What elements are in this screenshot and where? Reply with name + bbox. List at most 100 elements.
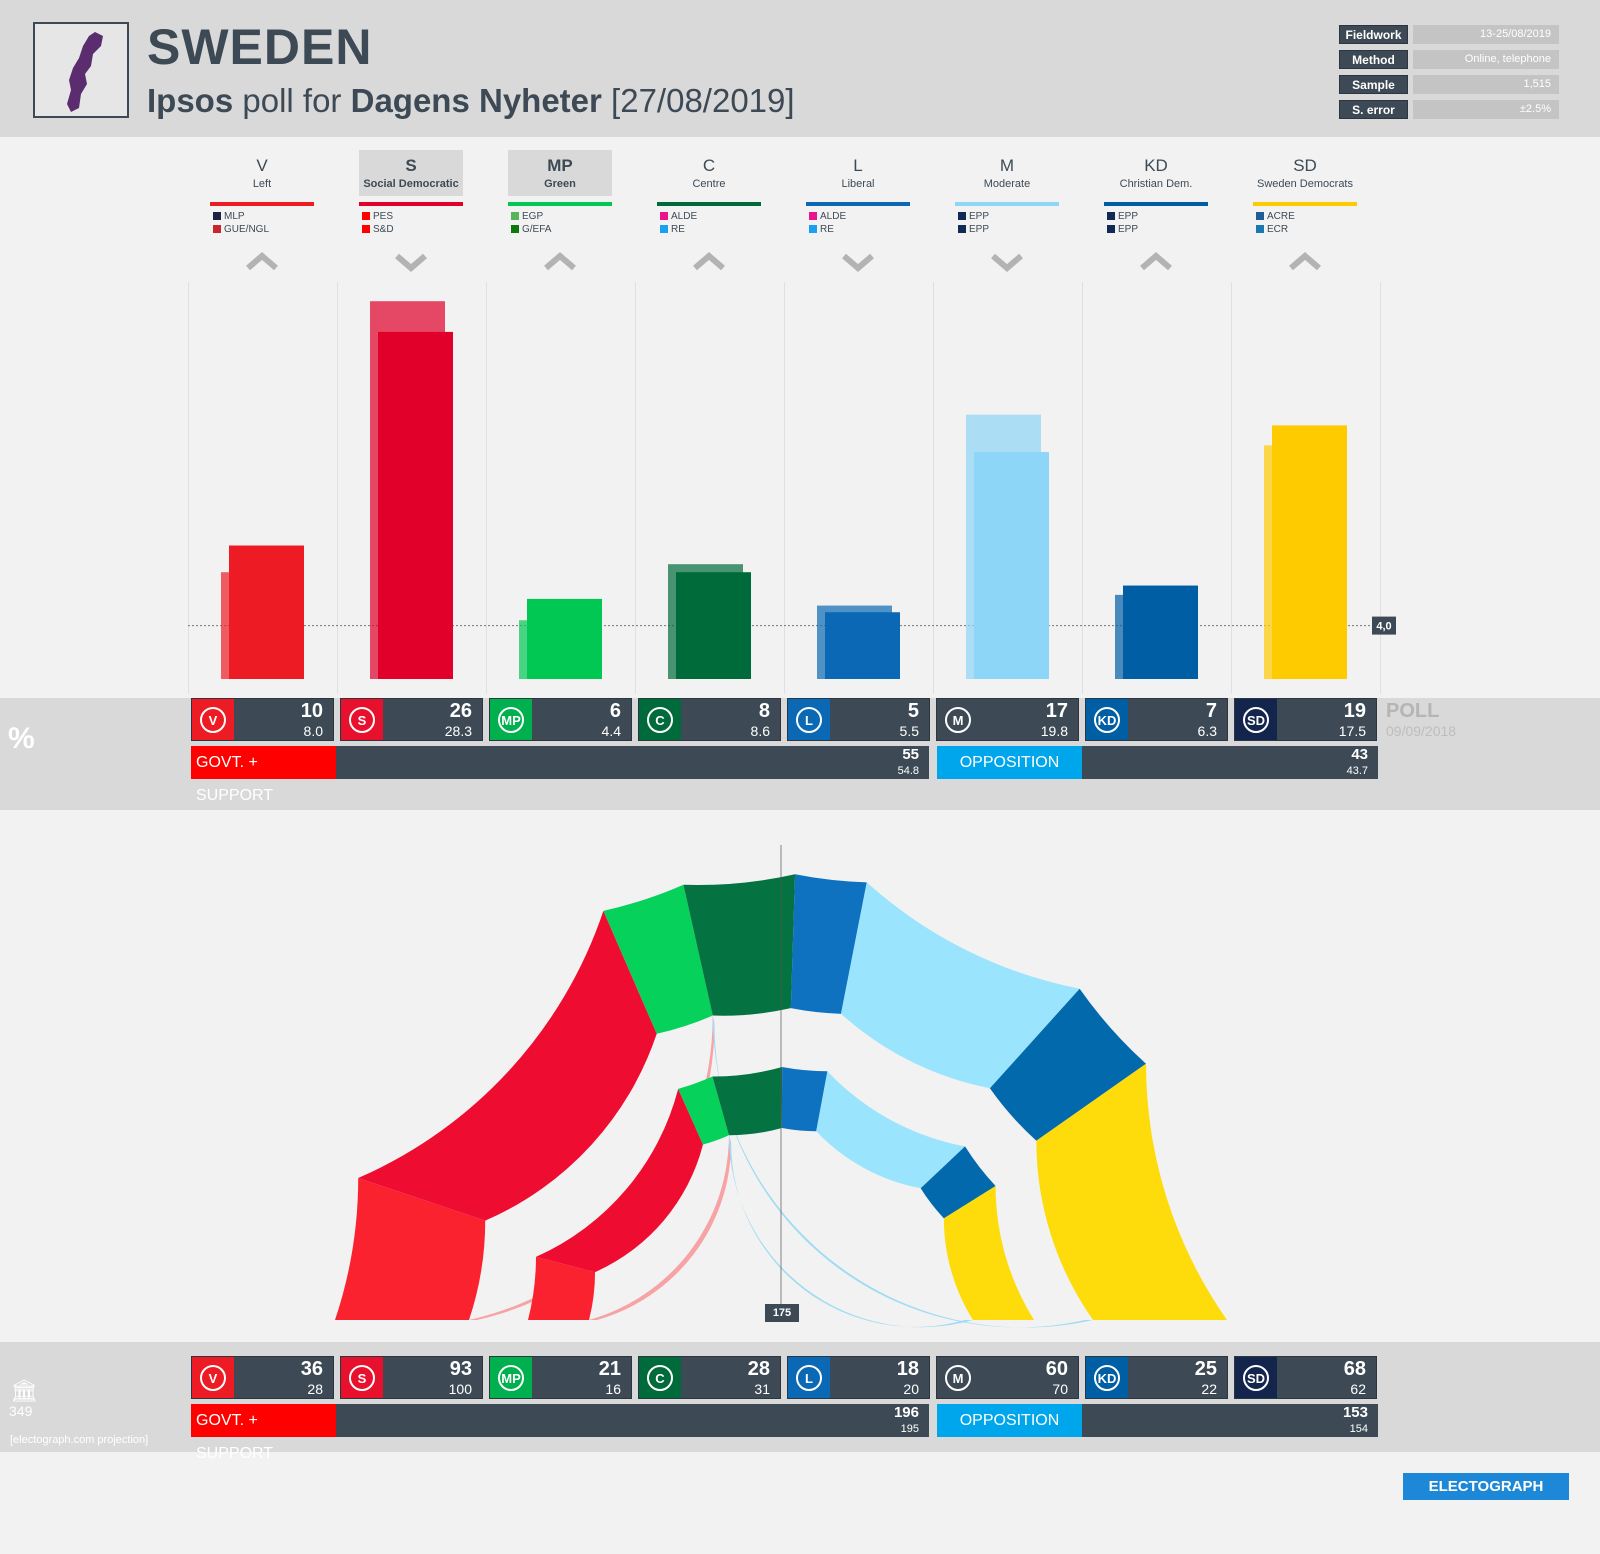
seat-segment-c (712, 1067, 783, 1136)
party-name: Centre (692, 178, 726, 190)
previous-value: 28.3 (444, 723, 472, 739)
svg-text:MP: MP (501, 1371, 521, 1386)
seat-segment-sd (943, 1186, 1034, 1320)
meta-key: S. error (1339, 100, 1408, 119)
current-value: 36 (300, 1358, 323, 1380)
eu-group: EPP (1107, 223, 1138, 236)
poll-for-text: poll for (242, 82, 342, 119)
party-header: C Centre (657, 150, 761, 196)
party-header: KD Christian Dem. (1104, 150, 1208, 196)
party-name: Social Democratic (363, 178, 459, 190)
eu-group: RE (660, 223, 697, 236)
meta-value: 13-25/08/2019 (1413, 25, 1559, 44)
party-result-cell: V 36 28 (191, 1356, 334, 1399)
poll-bar (1123, 585, 1198, 679)
poll-bar (974, 452, 1049, 679)
seat-segment-mp (678, 1076, 729, 1145)
eu-group: EPP (958, 223, 989, 236)
seat-segment-mp (603, 884, 713, 1034)
eu-groups: EGP G/EFA (511, 210, 551, 236)
party-header: MP Green (508, 150, 612, 196)
group-color-swatch (213, 212, 221, 220)
group-label: PES (373, 211, 394, 222)
dandelion-icon: MP (490, 1357, 532, 1398)
column-divider (635, 282, 636, 694)
party-color-line (508, 202, 612, 206)
eu-group: EGP (511, 210, 551, 223)
group-color-swatch (958, 212, 966, 220)
svg-text:M: M (953, 713, 964, 728)
party-color-line (1253, 202, 1357, 206)
govt-seat-bar: GOVT. + SUPPORT 196 195 (191, 1404, 929, 1462)
seat-segment-v (335, 1177, 486, 1320)
chevron-down-icon (840, 250, 880, 276)
majority-label: 175 (765, 1304, 799, 1322)
govt-prev: 54.8 (897, 765, 919, 777)
poll-bar (527, 598, 602, 679)
party-result-cell: MP 6 4.4 (489, 698, 632, 741)
current-value: 21 (598, 1358, 621, 1380)
eu-groups: EPP EPP (958, 210, 989, 236)
poll-bar (825, 612, 900, 679)
opposition-seats-prev: 154 (1349, 1423, 1368, 1435)
party-abbr: SD (1293, 156, 1317, 175)
previous-poll-date: 09/09/2018 (1386, 723, 1457, 739)
previous-poll-label: POLL (1386, 700, 1440, 722)
previous-value: 6.3 (1197, 723, 1217, 739)
v-rose-icon: V (192, 699, 234, 740)
svg-text:MP: MP (501, 713, 521, 728)
group-color-swatch (660, 225, 668, 233)
group-color-swatch (511, 225, 519, 233)
party-color-line (806, 202, 910, 206)
poll-bar (229, 545, 304, 679)
threshold-badge (1372, 616, 1396, 635)
party-result-cell: KD 25 22 (1085, 1356, 1228, 1399)
party-header: M Moderate (955, 150, 1059, 196)
group-label: RE (820, 224, 834, 235)
column-divider (784, 282, 785, 694)
eu-group: S&D (362, 223, 394, 236)
kd-letters-icon: KD (1086, 699, 1128, 740)
svg-text:C: C (655, 713, 665, 728)
opposition-label: OPPOSITION (937, 746, 1082, 779)
govt-poll-bar: GOVT. + SUPPORT 55 54.8 (191, 746, 929, 804)
opposition-seat-bar: OPPOSITION 153 154 (937, 1404, 1378, 1437)
l-letter-icon: L (788, 699, 830, 740)
govt-seats-prev: 195 (900, 1423, 919, 1435)
opposition-label: OPPOSITION (937, 1404, 1082, 1437)
country-title: SWEDEN (147, 19, 373, 75)
l-letter-icon: L (788, 1357, 830, 1398)
group-color-swatch (958, 225, 966, 233)
blue-flower-icon: SD (1235, 1357, 1277, 1398)
sweden-map-icon (33, 22, 129, 118)
svg-text:L: L (805, 713, 813, 728)
group-label: EPP (969, 211, 990, 222)
party-result-cell: V 10 8.0 (191, 698, 334, 741)
group-color-swatch (1107, 225, 1115, 233)
seat-segment-s (535, 1088, 703, 1273)
poll-bar (378, 331, 453, 679)
eu-groups: MLP GUE/NGL (213, 210, 269, 236)
party-abbr: V (256, 156, 268, 175)
eu-group: EPP (958, 210, 989, 223)
group-label: ACRE (1267, 211, 1295, 222)
clover-icon: C (639, 1357, 681, 1398)
party-abbr: L (853, 156, 863, 175)
chevron-up-icon (1138, 250, 1178, 276)
svg-text:M: M (953, 1371, 964, 1386)
group-label: EGP (522, 211, 544, 222)
seat-segment-kd (920, 1146, 996, 1219)
pollster: Ipsos (147, 82, 234, 119)
eu-group: PES (362, 210, 394, 223)
clover-icon: C (639, 699, 681, 740)
group-label: GUE/NGL (224, 224, 270, 235)
chevron-up-icon (691, 250, 731, 276)
party-color-line (359, 202, 463, 206)
eu-group: MLP (213, 210, 269, 223)
current-value: 19 (1343, 700, 1366, 722)
opposition-prev: 43.7 (1346, 765, 1368, 777)
electograph-logo[interactable]: ELECTOGRAPH (1403, 1473, 1569, 1500)
eu-group: ALDE (660, 210, 697, 223)
group-color-swatch (213, 225, 221, 233)
current-value: 28 (747, 1358, 770, 1380)
